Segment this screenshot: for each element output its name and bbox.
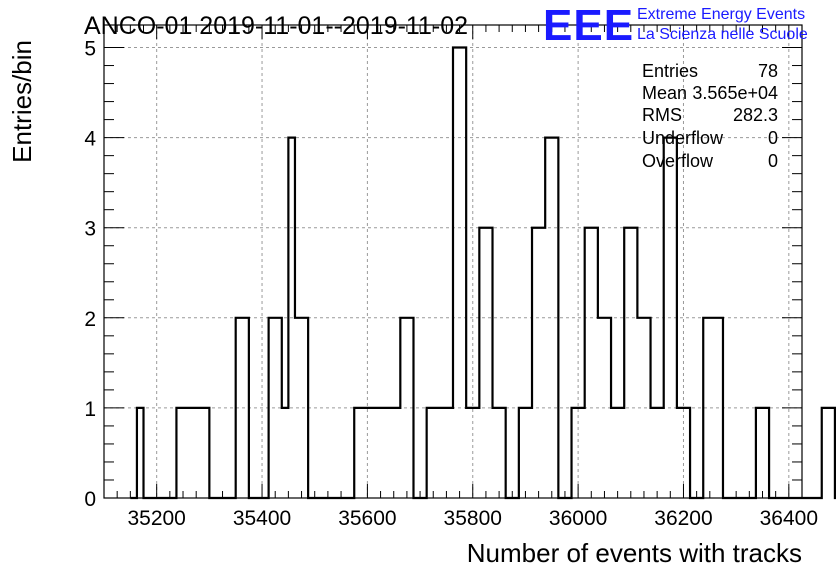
histogram-outline — [130, 46, 836, 500]
y-axis-title: Entries/bin — [7, 40, 37, 163]
y-tick-labels: 0 1 2 3 4 5 — [84, 38, 96, 511]
x-axis-title: Number of events with tracks — [467, 538, 802, 568]
stat-mean-value: 3.565e+04 — [692, 83, 778, 103]
stat-entries-value: 78 — [758, 61, 778, 81]
y-tick-label: 1 — [84, 398, 96, 421]
stat-underflow-label: Underflow — [642, 128, 724, 148]
y-tick-label: 0 — [84, 488, 96, 511]
histogram-bars — [130, 46, 836, 500]
plot-frame — [103, 24, 803, 499]
logo-mark: EEE — [543, 1, 634, 50]
y-tick-label: 3 — [84, 218, 96, 241]
x-tick-label: 35800 — [444, 507, 502, 530]
stat-rms-value: 282.3 — [733, 105, 778, 125]
x-tick-labels: 35200 35400 35600 35800 36000 36200 36400 — [127, 507, 818, 530]
x-tick-label: 35200 — [127, 507, 185, 530]
stat-rms-label: RMS — [642, 105, 682, 125]
x-tick-label: 36200 — [654, 507, 712, 530]
chart-title: ANCO-01 2019-11-01--2019-11-02 — [84, 12, 468, 40]
stat-entries-label: Entries — [642, 61, 698, 81]
stat-mean-label: Mean — [642, 83, 687, 103]
stat-overflow-label: Overflow — [642, 151, 714, 171]
x-tick-label: 36000 — [549, 507, 607, 530]
stat-underflow-value: 0 — [768, 128, 778, 148]
x-tick-label: 35600 — [338, 507, 396, 530]
y-tick-label: 2 — [84, 308, 96, 331]
eee-logo: EEE Extreme Energy Events La Scienza nel… — [543, 1, 808, 50]
logo-line2: La Scienza nelle Scuole — [637, 26, 808, 43]
stats-box: Entries 78 Mean 3.565e+04 RMS 282.3 Unde… — [642, 61, 778, 171]
y-tick-label: 4 — [84, 128, 96, 151]
stat-overflow-value: 0 — [768, 151, 778, 171]
x-tick-label: 35400 — [233, 507, 291, 530]
y-tick-label: 5 — [84, 38, 96, 61]
logo-line1: Extreme Energy Events — [637, 6, 805, 23]
axes — [103, 24, 803, 499]
x-tick-label: 36400 — [760, 507, 818, 530]
